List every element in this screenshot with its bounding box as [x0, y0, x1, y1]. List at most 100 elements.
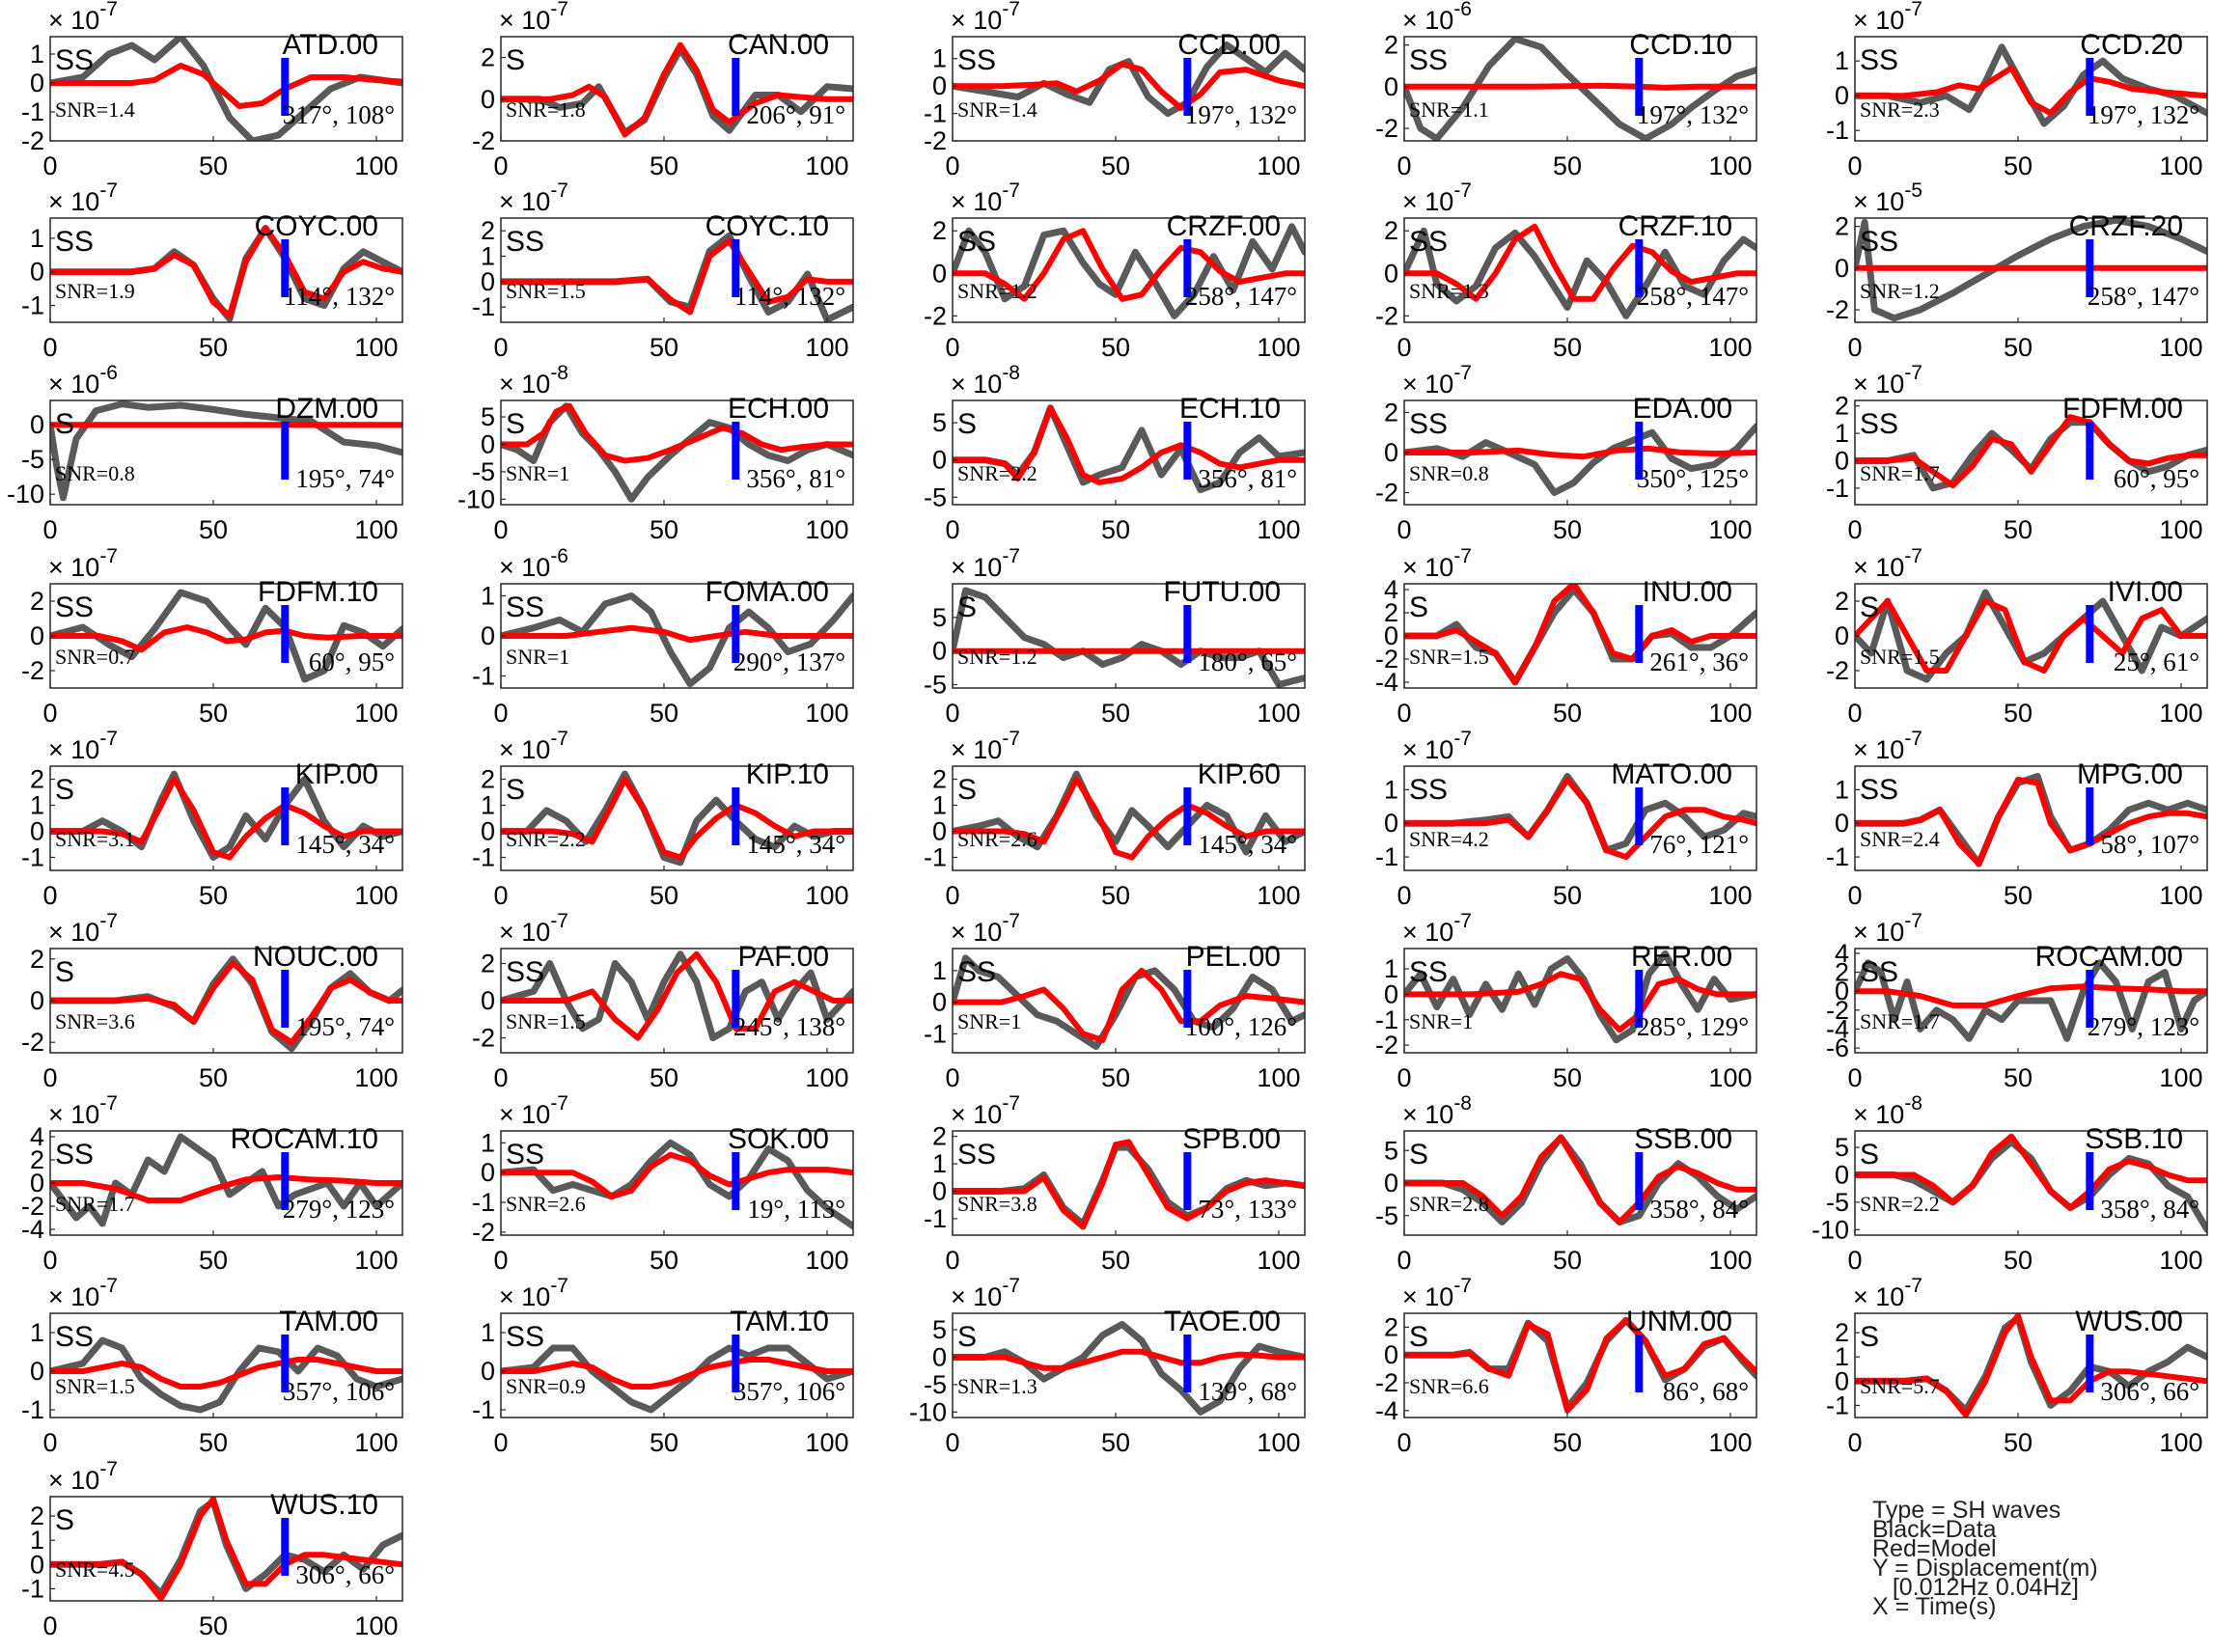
station-label: ECH.10 — [1179, 393, 1281, 425]
model-trace — [501, 776, 853, 861]
azimuth-label: 357°, 106° — [733, 1377, 845, 1406]
x-tick-label: 0 — [1847, 1063, 1862, 1092]
y-tick-label: 0 — [30, 621, 44, 650]
y-tick-label: 0 — [481, 817, 495, 846]
y-tick-label: 0 — [1384, 1169, 1398, 1198]
y-tick-label: -4 — [1375, 668, 1398, 697]
y-tick-label: 0 — [1384, 438, 1398, 467]
y-tick-label: 2 — [481, 765, 495, 794]
panel-crzf-00: 2 0 -2 0 50 100 × 10-7 SS CRZF.00 SNR=1.2 258°, 14… — [924, 179, 1306, 362]
x-tick-label: 50 — [1553, 515, 1582, 544]
phase-label: SS — [506, 226, 544, 258]
y-tick-label: -5 — [924, 482, 947, 511]
y-tick-label: -2 — [1826, 996, 1849, 1025]
y-tick-label: -1 — [472, 1188, 495, 1217]
x-tick-label: 100 — [805, 1063, 848, 1092]
model-trace — [1855, 1313, 2207, 1418]
y-tick-label: -2 — [1826, 295, 1849, 324]
y-tick-label: 1 — [481, 581, 495, 610]
axis-exponent: × 10-7 — [1402, 1275, 1472, 1311]
x-tick-label: 50 — [650, 1246, 678, 1275]
x-tick-label: 100 — [805, 515, 848, 544]
y-tick-label: 2 — [30, 587, 44, 616]
azimuth-label: 145°, 34° — [746, 830, 845, 859]
phase-label: SS — [1860, 408, 1898, 440]
x-tick-label: 0 — [1397, 515, 1411, 544]
y-tick-label: -2 — [1375, 1368, 1398, 1397]
y-tick-label: 0 — [30, 1550, 44, 1579]
panel-eda-00: 2 0 -2 0 50 100 × 10-7 SS EDA.00 SNR=0.8 350°, 125… — [1375, 362, 1757, 544]
phase-label: SS — [55, 592, 94, 623]
x-tick-label: 100 — [2159, 151, 2202, 180]
x-tick-label: 50 — [650, 881, 678, 910]
snr-label: SNR=3.1 — [55, 827, 135, 851]
phase-label: SS — [55, 1321, 94, 1353]
y-tick-label: 2 — [481, 949, 495, 977]
axes-box — [1403, 36, 1757, 142]
snr-label: SNR=1.2 — [957, 279, 1037, 303]
x-tick-label: 100 — [1257, 515, 1300, 544]
model-trace — [501, 1151, 853, 1199]
azimuth-label: 197°, 132° — [1185, 100, 1297, 129]
panel-crzf-20: 2 0 -2 0 50 100 × 10-5 SS CRZF.20 SNR=1.2 258°, 14… — [1826, 179, 2208, 362]
y-tick-label: -1 — [21, 97, 44, 126]
axis-exponent: × 10-7 — [499, 179, 568, 216]
y-tick-label: 2 — [1384, 1312, 1398, 1341]
y-tick-label: 0 — [30, 817, 44, 846]
azimuth-label: 358°, 84° — [1649, 1195, 1749, 1224]
model-trace — [1404, 82, 1756, 91]
y-tick-label: 1 — [30, 40, 44, 69]
phase-label: S — [506, 408, 525, 440]
azimuth-label: 180°, 65° — [1198, 647, 1297, 676]
y-tick-label: 2 — [1384, 31, 1398, 60]
azimuth-label: 356°, 81° — [746, 464, 845, 493]
y-tick-label: 2 — [30, 1145, 44, 1174]
azimuth-label: 357°, 106° — [283, 1377, 395, 1406]
axis-exponent: × 10-7 — [1402, 910, 1472, 947]
snr-label: SNR=1.5 — [55, 1374, 135, 1398]
x-tick-label: 0 — [1397, 1246, 1411, 1275]
axis-exponent: × 10-7 — [951, 0, 1020, 35]
legend-x: X = Time(s) — [1872, 1593, 1997, 1620]
x-tick-label: 0 — [493, 333, 508, 362]
station-label: UNM.00 — [1626, 1306, 1732, 1337]
phase-label: S — [1860, 1321, 1879, 1353]
snr-label: SNR=1.2 — [1860, 279, 1940, 303]
y-tick-label: 2 — [481, 216, 495, 245]
azimuth-label: 139°, 68° — [1198, 1377, 1297, 1406]
y-tick-label: -5 — [1375, 1201, 1398, 1230]
y-tick-label: -1 — [924, 1019, 947, 1048]
snr-label: SNR=1.3 — [1409, 279, 1489, 303]
snr-label: SNR=1.5 — [506, 279, 586, 303]
data-trace — [1404, 227, 1756, 319]
y-tick-label: 1 — [481, 1128, 495, 1157]
station-label: KIP.10 — [746, 758, 829, 790]
azimuth-label: 76°, 121° — [1649, 830, 1749, 859]
y-tick-label: 1 — [481, 791, 495, 820]
x-tick-label: 50 — [2004, 699, 2033, 728]
data-trace — [50, 589, 402, 683]
y-tick-label: 0 — [932, 259, 947, 288]
y-tick-label: 1 — [1384, 775, 1398, 804]
station-label: TAM.10 — [730, 1306, 829, 1337]
phase-label: S — [1409, 1321, 1428, 1353]
station-label: ROCAM.10 — [231, 1123, 378, 1155]
phase-label: SS — [506, 592, 544, 623]
x-tick-label: 100 — [354, 333, 398, 362]
azimuth-label: 60°, 95° — [309, 647, 395, 676]
station-label: FDFM.00 — [2062, 393, 2183, 425]
x-tick-label: 50 — [650, 1428, 678, 1457]
model-trace — [501, 41, 853, 138]
model-trace — [501, 402, 853, 464]
azimuth-label: 358°, 84° — [2100, 1195, 2199, 1224]
snr-label: SNR=1 — [506, 461, 569, 485]
data-trace — [953, 587, 1305, 688]
model-trace — [1855, 65, 2207, 117]
azimuth-label: 195°, 74° — [295, 1012, 395, 1041]
y-tick-label: -2 — [21, 126, 44, 155]
y-tick-label: -1 — [1826, 116, 1849, 145]
panel-coyc-00: 1 0 -1 0 50 100 × 10-7 SS COYC.00 SNR=1.9 114°, 13… — [21, 179, 403, 362]
